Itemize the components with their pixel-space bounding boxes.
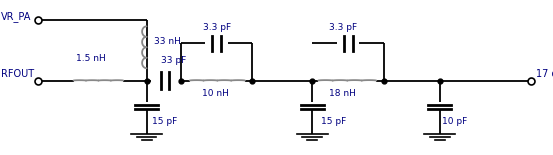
Text: 3.3 pF: 3.3 pF — [203, 23, 231, 32]
Text: 33 nH: 33 nH — [154, 37, 181, 46]
Text: 10 nH: 10 nH — [202, 89, 229, 98]
Text: 3.3 pF: 3.3 pF — [329, 23, 357, 32]
Text: 18 nH: 18 nH — [330, 89, 356, 98]
Text: 1.5 nH: 1.5 nH — [76, 54, 106, 63]
Text: VR_PA: VR_PA — [1, 11, 32, 22]
Text: 10 pF: 10 pF — [442, 117, 468, 126]
Text: 15 pF: 15 pF — [321, 117, 346, 126]
Text: 33 pF: 33 pF — [161, 56, 187, 65]
Text: 15 pF: 15 pF — [152, 117, 178, 126]
Text: RFOUT: RFOUT — [1, 69, 34, 79]
Text: 17 dBm: 17 dBm — [536, 69, 553, 79]
